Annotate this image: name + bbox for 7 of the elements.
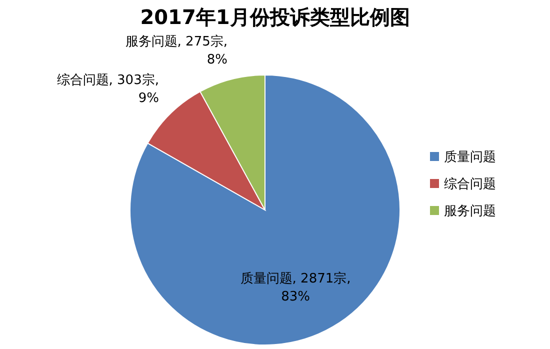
- data-label: 综合问题, 303宗, 9%: [56, 72, 159, 106]
- legend-label: 综合问题: [444, 177, 496, 192]
- legend-label: 质量问题: [444, 150, 496, 165]
- chart-title: 2017年1月份投诉类型比例图: [140, 5, 410, 29]
- data-label: 服务问题, 275宗, 8%: [125, 34, 228, 68]
- data-label: 质量问题, 2871宗, 83%: [240, 270, 351, 305]
- legend-label: 服务问题: [444, 204, 496, 219]
